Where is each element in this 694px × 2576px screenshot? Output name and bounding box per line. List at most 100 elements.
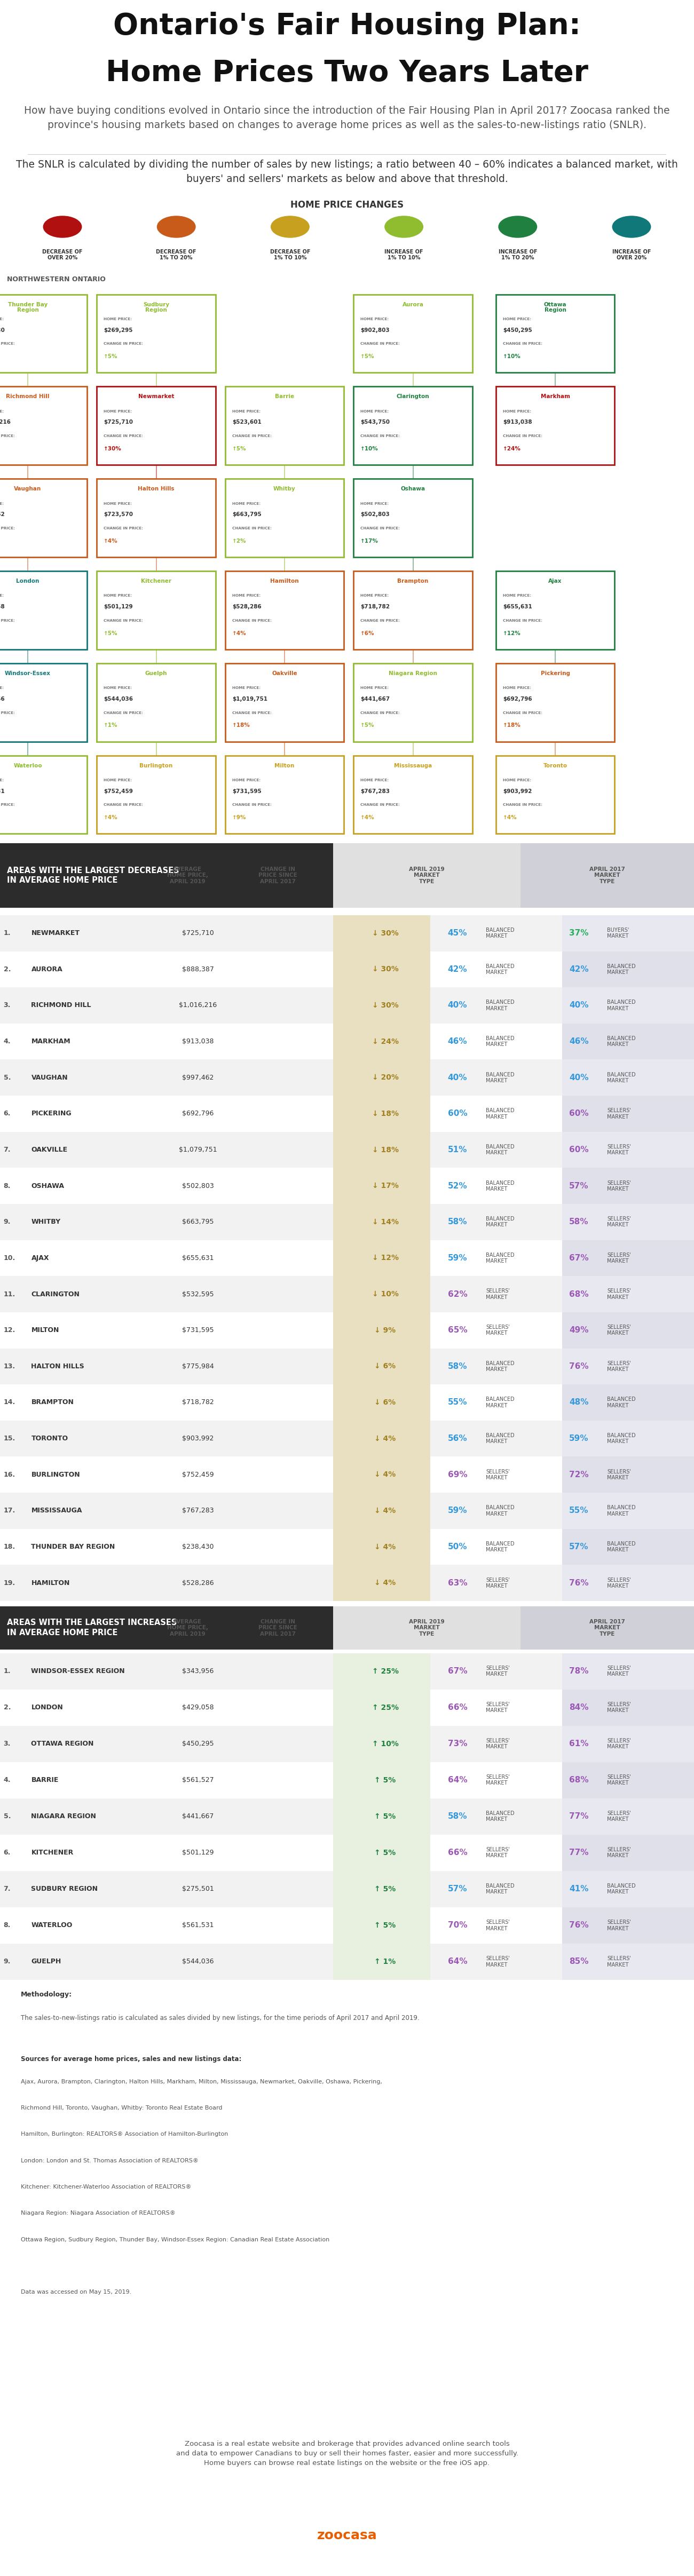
FancyBboxPatch shape bbox=[496, 755, 615, 835]
FancyBboxPatch shape bbox=[430, 1654, 562, 1690]
Text: 46%: 46% bbox=[448, 1038, 467, 1046]
FancyBboxPatch shape bbox=[430, 1131, 562, 1167]
Text: $450,295: $450,295 bbox=[182, 1741, 214, 1747]
Text: 5.: 5. bbox=[3, 1814, 10, 1819]
Text: ↓ 30%: ↓ 30% bbox=[372, 966, 398, 974]
FancyBboxPatch shape bbox=[562, 1492, 694, 1528]
FancyBboxPatch shape bbox=[562, 1564, 694, 1602]
FancyBboxPatch shape bbox=[430, 1167, 562, 1203]
Text: $692,796: $692,796 bbox=[182, 1110, 214, 1118]
FancyBboxPatch shape bbox=[496, 386, 615, 464]
Ellipse shape bbox=[43, 216, 82, 237]
Text: SELLERS'
MARKET: SELLERS' MARKET bbox=[607, 1468, 632, 1481]
Text: CHANGE IN PRICE:: CHANGE IN PRICE: bbox=[502, 711, 542, 714]
Text: ↑5%: ↑5% bbox=[104, 631, 118, 636]
Text: CHANGE IN PRICE:: CHANGE IN PRICE: bbox=[361, 343, 400, 345]
Text: SELLERS'
MARKET: SELLERS' MARKET bbox=[486, 1288, 510, 1301]
FancyBboxPatch shape bbox=[333, 1023, 430, 1059]
FancyBboxPatch shape bbox=[333, 1528, 430, 1564]
Text: 1.: 1. bbox=[3, 1667, 10, 1674]
Text: ↑5%: ↑5% bbox=[104, 353, 118, 358]
FancyBboxPatch shape bbox=[430, 987, 562, 1023]
FancyBboxPatch shape bbox=[0, 1607, 333, 1649]
Text: BALANCED
MARKET: BALANCED MARKET bbox=[486, 1883, 514, 1896]
Text: 5.: 5. bbox=[3, 1074, 10, 1082]
Text: HOME PRICE:: HOME PRICE: bbox=[0, 410, 3, 412]
FancyBboxPatch shape bbox=[333, 1383, 430, 1419]
Text: Methodology:: Methodology: bbox=[21, 1991, 72, 1999]
FancyBboxPatch shape bbox=[97, 386, 215, 464]
Text: BALANCED
MARKET: BALANCED MARKET bbox=[486, 999, 514, 1010]
Text: SELLERS'
MARKET: SELLERS' MARKET bbox=[486, 1955, 510, 1968]
FancyBboxPatch shape bbox=[562, 1203, 694, 1239]
FancyBboxPatch shape bbox=[562, 987, 694, 1023]
Text: Burlington: Burlington bbox=[139, 762, 173, 768]
FancyBboxPatch shape bbox=[520, 842, 694, 907]
Text: 45%: 45% bbox=[448, 930, 467, 938]
FancyBboxPatch shape bbox=[562, 1347, 694, 1383]
Text: SELLERS'
MARKET: SELLERS' MARKET bbox=[486, 1919, 510, 1932]
FancyBboxPatch shape bbox=[0, 1726, 333, 1762]
Text: Milton: Milton bbox=[275, 762, 294, 768]
Text: $528,286: $528,286 bbox=[232, 603, 262, 611]
Text: CHANGE IN PRICE:: CHANGE IN PRICE: bbox=[0, 804, 15, 806]
Text: Whitby: Whitby bbox=[273, 487, 296, 492]
Text: $731,595: $731,595 bbox=[232, 788, 262, 793]
Text: ↑12%: ↑12% bbox=[502, 631, 520, 636]
Text: $655,631: $655,631 bbox=[502, 603, 532, 611]
Text: BURLINGTON: BURLINGTON bbox=[31, 1471, 80, 1479]
Text: BALANCED
MARKET: BALANCED MARKET bbox=[607, 1432, 636, 1445]
FancyBboxPatch shape bbox=[562, 1059, 694, 1095]
FancyBboxPatch shape bbox=[0, 572, 87, 649]
Text: BALANCED
MARKET: BALANCED MARKET bbox=[486, 1252, 514, 1265]
Text: HALTON HILLS: HALTON HILLS bbox=[31, 1363, 85, 1370]
Text: BALANCED
MARKET: BALANCED MARKET bbox=[486, 1216, 514, 1229]
FancyBboxPatch shape bbox=[0, 1203, 333, 1239]
Text: SELLERS'
MARKET: SELLERS' MARKET bbox=[486, 1324, 510, 1337]
Text: 69%: 69% bbox=[448, 1471, 467, 1479]
Text: NIAGARA REGION: NIAGARA REGION bbox=[31, 1814, 96, 1819]
FancyBboxPatch shape bbox=[562, 951, 694, 987]
Text: BALANCED
MARKET: BALANCED MARKET bbox=[607, 999, 636, 1010]
Text: HOME PRICE:: HOME PRICE: bbox=[361, 502, 389, 505]
FancyBboxPatch shape bbox=[0, 914, 333, 951]
FancyBboxPatch shape bbox=[97, 662, 215, 742]
FancyBboxPatch shape bbox=[0, 386, 87, 464]
Text: RICHMOND HILL: RICHMOND HILL bbox=[31, 1002, 92, 1010]
Text: ↓ 30%: ↓ 30% bbox=[372, 1002, 398, 1010]
FancyBboxPatch shape bbox=[430, 1906, 562, 1942]
Text: ↑9%: ↑9% bbox=[232, 814, 246, 819]
Text: 42%: 42% bbox=[569, 966, 589, 974]
Text: 10.: 10. bbox=[3, 1255, 15, 1262]
FancyBboxPatch shape bbox=[333, 1870, 430, 1906]
Text: ↓ 4%: ↓ 4% bbox=[375, 1579, 396, 1587]
Text: LONDON: LONDON bbox=[31, 1705, 63, 1710]
Text: $888,387: $888,387 bbox=[182, 966, 214, 974]
Text: 48%: 48% bbox=[569, 1399, 589, 1406]
Text: $1,016,216: $1,016,216 bbox=[179, 1002, 217, 1010]
Text: $731,595: $731,595 bbox=[182, 1327, 214, 1334]
Text: $269,295: $269,295 bbox=[104, 327, 133, 332]
FancyBboxPatch shape bbox=[562, 1167, 694, 1203]
Text: AJAX: AJAX bbox=[31, 1255, 49, 1262]
Text: ↓ 4%: ↓ 4% bbox=[375, 1507, 396, 1515]
Text: SELLERS'
MARKET: SELLERS' MARKET bbox=[486, 1775, 510, 1785]
Text: OAKVILLE: OAKVILLE bbox=[31, 1146, 67, 1154]
Text: 58%: 58% bbox=[569, 1218, 589, 1226]
Text: MARKHAM: MARKHAM bbox=[31, 1038, 71, 1046]
Text: SELLERS'
MARKET: SELLERS' MARKET bbox=[607, 1811, 632, 1821]
Text: BALANCED
MARKET: BALANCED MARKET bbox=[486, 1144, 514, 1157]
Text: BALANCED
MARKET: BALANCED MARKET bbox=[486, 1432, 514, 1445]
FancyBboxPatch shape bbox=[562, 1690, 694, 1726]
FancyBboxPatch shape bbox=[333, 1834, 430, 1870]
Text: 4.: 4. bbox=[3, 1777, 10, 1783]
Text: Hamilton, Burlington: REALTORS® Association of Hamilton-Burlington: Hamilton, Burlington: REALTORS® Associat… bbox=[21, 2130, 228, 2138]
Text: HOME PRICE:: HOME PRICE: bbox=[232, 778, 260, 783]
Text: 42%: 42% bbox=[448, 966, 467, 974]
FancyBboxPatch shape bbox=[333, 1564, 430, 1602]
Text: 68%: 68% bbox=[569, 1291, 589, 1298]
Text: 1.: 1. bbox=[3, 930, 10, 938]
Text: 11.: 11. bbox=[3, 1291, 15, 1298]
Text: HOME PRICE:: HOME PRICE: bbox=[361, 317, 389, 322]
Text: 13.: 13. bbox=[3, 1363, 15, 1370]
